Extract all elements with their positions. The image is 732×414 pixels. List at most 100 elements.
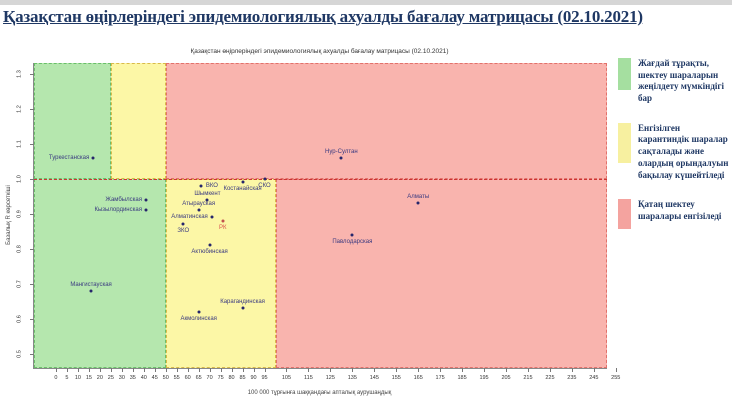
x-axis-label: 100 000 тұрғынға шаққандағы апталық ауру… xyxy=(247,390,392,396)
x-tick-label: 90 xyxy=(250,375,257,381)
x-tick-label: 245 xyxy=(589,375,599,381)
x-tick xyxy=(418,368,420,372)
point-label: СКО xyxy=(258,182,271,189)
x-tick xyxy=(220,368,222,372)
legend-label: Қатаң шектеу шаралары енгізіледі xyxy=(638,199,722,221)
x-tick-label: 175 xyxy=(435,375,445,381)
x-tick-label: 205 xyxy=(501,375,511,381)
legend: Жағдай тұрақты, шектеу шараларын жеңілде… xyxy=(618,58,730,247)
x-tick xyxy=(110,368,112,372)
zone-yellow-bottom xyxy=(165,178,276,368)
x-tick xyxy=(231,368,233,372)
point-label: Мангистауская xyxy=(70,281,112,288)
x-tick-label: 80 xyxy=(228,375,235,381)
x-tick-label: 0 xyxy=(54,375,58,381)
x-tick xyxy=(66,368,68,372)
y-tick xyxy=(30,73,34,75)
point-label: Алматинская xyxy=(171,214,208,221)
chart-title: Қазақстан өңірлеріндегі эпидемиологиялық… xyxy=(190,48,449,55)
x-tick-label: 225 xyxy=(545,375,555,381)
window-edge xyxy=(0,0,732,5)
legend-swatch xyxy=(618,199,631,230)
legend-label: Жағдай тұрақты, шектеу шараларын жеңілде… xyxy=(638,58,725,104)
x-tick-label: 165 xyxy=(413,375,423,381)
y-tick-label: 1.2 xyxy=(16,104,23,113)
x-tick xyxy=(527,368,529,372)
y-tick-label: 1.3 xyxy=(16,69,23,78)
point-label: Кызылординская xyxy=(94,207,142,214)
zone-red-top xyxy=(165,63,607,179)
data-point xyxy=(91,156,95,160)
point-label: Туркестанская xyxy=(48,154,90,161)
x-tick xyxy=(242,368,244,372)
x-tick xyxy=(176,368,178,372)
x-tick xyxy=(352,368,354,372)
x-tick xyxy=(165,368,167,372)
y-tick xyxy=(30,283,34,285)
point-label: Алматы xyxy=(407,194,430,201)
x-tick xyxy=(615,368,617,372)
y-tick-label: 1.1 xyxy=(16,139,23,148)
legend-item: Қатаң шектеу шаралары енгізіледі xyxy=(618,199,730,230)
zone-green-top xyxy=(34,63,111,179)
data-point xyxy=(144,198,148,202)
data-point xyxy=(89,289,93,293)
y-tick xyxy=(30,353,34,355)
x-tick xyxy=(253,368,255,372)
legend-item: Енгізілген карантиндік шаралар сақталады… xyxy=(618,122,730,181)
point-label: Шымкент xyxy=(194,190,221,197)
data-point xyxy=(208,243,212,247)
x-tick-label: 95 xyxy=(261,375,268,381)
plot-area: 0 5 10 15 20 25 30 35 40 45 50 55 60 65 70 75 80 85 90 95 10… xyxy=(17,63,620,381)
x-tick-label: 40 xyxy=(140,375,147,381)
data-point xyxy=(339,156,343,160)
x-tick xyxy=(121,368,123,372)
x-tick xyxy=(55,368,57,372)
x-tick-label: 5 xyxy=(65,375,69,381)
x-tick xyxy=(308,368,310,372)
point-label: ВКО xyxy=(205,182,218,189)
x-tick xyxy=(154,368,156,372)
legend-label: Енгізілген карантиндік шаралар сақталады… xyxy=(638,122,729,180)
x-tick-label: 155 xyxy=(391,375,401,381)
x-tick-label: 20 xyxy=(96,375,103,381)
data-point xyxy=(416,201,420,205)
x-tick-label: 145 xyxy=(369,375,379,381)
x-tick-label: 45 xyxy=(151,375,158,381)
y-tick-label: 0.5 xyxy=(16,350,23,358)
x-tick-label: 60 xyxy=(184,375,191,381)
data-point xyxy=(144,208,148,212)
threshold-line-r1 xyxy=(34,178,607,180)
data-point xyxy=(199,184,203,188)
y-tick xyxy=(30,248,34,250)
x-tick xyxy=(330,368,332,372)
zone-green-bottom xyxy=(34,178,166,368)
data-point xyxy=(241,306,245,310)
data-point xyxy=(241,180,245,184)
x-tick xyxy=(187,368,189,372)
x-tick-label: 10 xyxy=(74,375,81,381)
x-tick-label: 135 xyxy=(347,375,357,381)
x-tick-label: 85 xyxy=(239,375,246,381)
x-tick xyxy=(99,368,101,372)
x-tick xyxy=(593,368,595,372)
x-tick-label: 50 xyxy=(162,375,169,381)
point-label: Павлодарская xyxy=(332,238,373,245)
x-tick xyxy=(484,368,486,372)
x-tick-label: 15 xyxy=(85,375,92,381)
zone-yellow-top xyxy=(110,63,166,179)
y-tick xyxy=(30,108,34,110)
x-tick xyxy=(286,368,288,372)
legend-swatch xyxy=(618,58,631,90)
x-tick xyxy=(132,368,134,372)
data-point xyxy=(221,219,225,223)
x-tick-label: 35 xyxy=(129,375,136,381)
x-tick-label: 235 xyxy=(567,375,577,381)
x-tick xyxy=(209,368,211,372)
point-label: Карагандинская xyxy=(220,299,265,306)
data-point xyxy=(205,198,209,202)
point-label: Нур-Султан xyxy=(325,148,358,155)
x-tick xyxy=(396,368,398,372)
y-tick xyxy=(30,178,34,180)
x-tick xyxy=(440,368,442,372)
